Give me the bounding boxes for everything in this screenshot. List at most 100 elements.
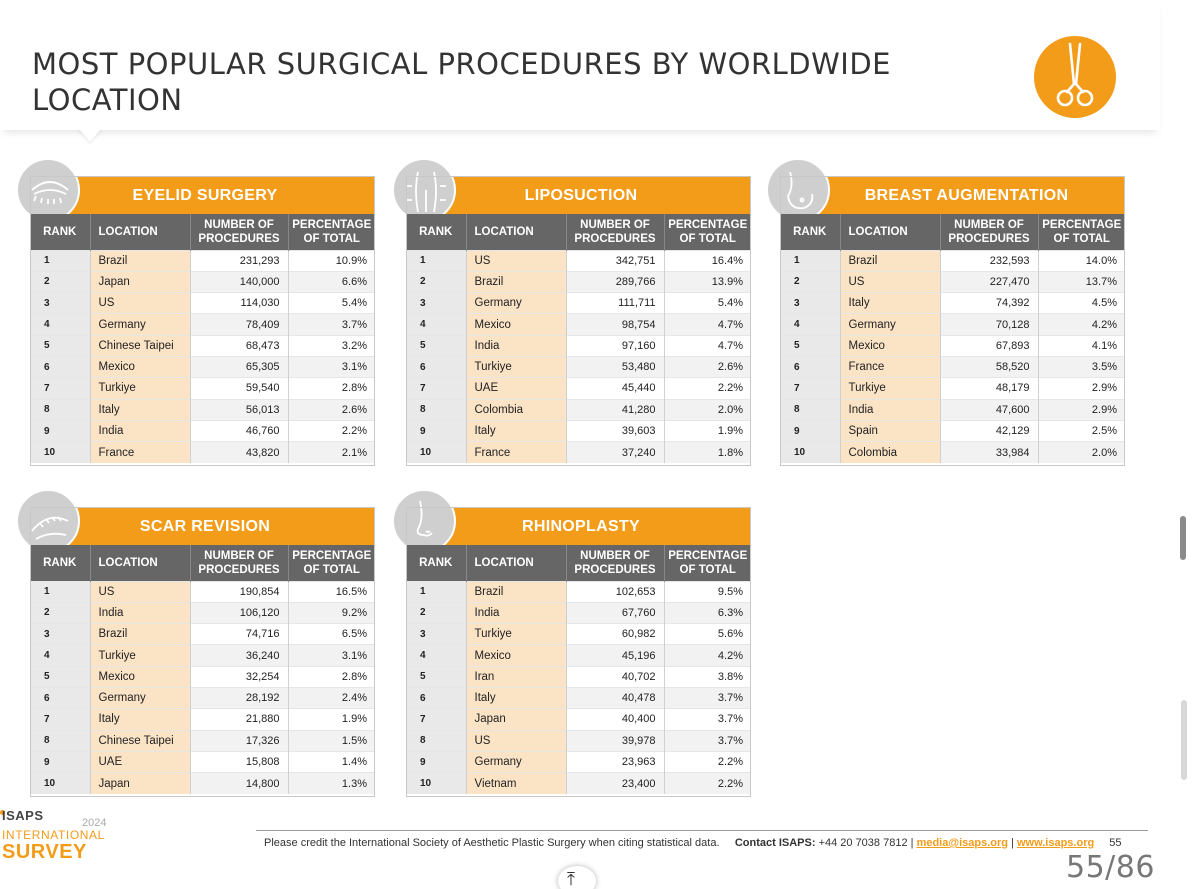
- table-row: 6 Italy 40,478 3.7%: [406, 686, 751, 709]
- scar-icon: [16, 489, 80, 553]
- location-cell: India: [840, 398, 941, 421]
- number-cell: 23,963: [566, 750, 665, 773]
- location-cell: Brazil: [90, 249, 191, 272]
- percentage-cell: 2.2%: [288, 419, 375, 442]
- percentage-cell: 4.7%: [664, 313, 751, 336]
- table-row: 2 US 227,470 13.7%: [780, 270, 1125, 293]
- location-cell: Turkiye: [90, 377, 191, 400]
- percentage-header: PERCENTAGE OF TOTAL: [288, 545, 375, 581]
- location-cell: Mexico: [90, 665, 191, 688]
- logo-survey: SURVEY: [2, 841, 87, 863]
- location-cell: Iran: [466, 665, 567, 688]
- rank-cell: 5: [406, 665, 467, 688]
- table-row: 8 US 39,978 3.7%: [406, 729, 751, 752]
- body-contour-icon: [392, 158, 456, 222]
- percentage-cell: 10.9%: [288, 249, 375, 272]
- percentage-cell: 16.4%: [664, 249, 751, 272]
- rank-header: RANK: [406, 214, 467, 250]
- location-cell: Japan: [466, 708, 567, 731]
- percentage-cell: 2.2%: [664, 750, 751, 773]
- table-row: 4 Mexico 98,754 4.7%: [406, 313, 751, 336]
- number-cell: 40,478: [566, 686, 665, 709]
- percentage-cell: 4.2%: [664, 644, 751, 667]
- number-header: NUMBER OF PROCEDURES: [566, 545, 665, 581]
- table-row: 7 UAE 45,440 2.2%: [406, 377, 751, 400]
- rank-header: RANK: [30, 214, 91, 250]
- percentage-cell: 2.6%: [664, 355, 751, 378]
- number-cell: 68,473: [190, 334, 289, 357]
- rank-cell: 3: [30, 292, 91, 314]
- rank-cell: 5: [30, 334, 91, 357]
- logo-year: 2024: [82, 817, 107, 829]
- breast-icon: [766, 158, 830, 222]
- location-cell: India: [466, 334, 567, 357]
- rank-cell: 9: [406, 419, 467, 442]
- rank-cell: 9: [30, 419, 91, 442]
- percentage-header: PERCENTAGE OF TOTAL: [664, 545, 751, 581]
- percentage-cell: 2.0%: [1038, 441, 1125, 463]
- percentage-cell: 2.9%: [1038, 377, 1125, 400]
- location-header: LOCATION: [466, 545, 567, 581]
- location-cell: India: [90, 419, 191, 442]
- scissors-icon: [1034, 36, 1116, 118]
- table-title: LIPOSUCTION: [406, 176, 751, 214]
- percentage-cell: 3.1%: [288, 644, 375, 667]
- rank-cell: 7: [406, 377, 467, 400]
- number-cell: 190,854: [190, 580, 289, 603]
- scrollbar-thumb[interactable]: [1180, 516, 1186, 560]
- location-cell: Turkiye: [840, 377, 941, 400]
- rank-cell: 2: [30, 601, 91, 624]
- table-row: 7 Turkiye 48,179 2.9%: [780, 377, 1125, 400]
- location-cell: Japan: [90, 270, 191, 293]
- table-title: SCAR REVISION: [30, 507, 375, 545]
- table-row: 6 Mexico 65,305 3.1%: [30, 355, 375, 378]
- rank-cell: 3: [30, 623, 91, 645]
- footer-website-link[interactable]: www.isaps.org: [1016, 837, 1095, 849]
- footer-email-link[interactable]: media@isaps.org: [916, 837, 1008, 849]
- location-cell: Brazil: [90, 623, 191, 645]
- rank-cell: 5: [406, 334, 467, 357]
- percentage-cell: 1.5%: [288, 729, 375, 752]
- nose-icon: [392, 489, 456, 553]
- footer-separator: |: [1011, 837, 1014, 849]
- number-cell: 37,240: [566, 441, 665, 463]
- location-cell: Japan: [90, 772, 191, 794]
- rank-cell: 2: [30, 270, 91, 293]
- table-row: 1 US 342,751 16.4%: [406, 249, 751, 272]
- table-row: 1 US 190,854 16.5%: [30, 580, 375, 603]
- table-row: 8 Colombia 41,280 2.0%: [406, 398, 751, 421]
- number-cell: 47,600: [940, 398, 1039, 421]
- table-row: 2 Japan 140,000 6.6%: [30, 270, 375, 293]
- table-row: 4 Turkiye 36,240 3.1%: [30, 644, 375, 667]
- number-cell: 45,196: [566, 644, 665, 667]
- isaps-survey-logo: ISAPS 2024 INTERNATIONAL SURVEY: [0, 800, 130, 880]
- location-cell: Brazil: [466, 580, 567, 603]
- table-row: 9 India 46,760 2.2%: [30, 419, 375, 442]
- rank-cell: 4: [406, 644, 467, 667]
- percentage-cell: 9.2%: [288, 601, 375, 624]
- table-row: 6 France 58,520 3.5%: [780, 355, 1125, 378]
- scroll-to-top-button[interactable]: ⤒: [558, 866, 596, 889]
- location-cell: US: [90, 292, 191, 314]
- percentage-cell: 4.7%: [664, 334, 751, 357]
- rank-cell: 9: [30, 750, 91, 773]
- number-cell: 15,808: [190, 750, 289, 773]
- table-row: 4 Germany 78,409 3.7%: [30, 313, 375, 336]
- location-header: LOCATION: [90, 214, 191, 250]
- table-row: 2 Brazil 289,766 13.9%: [406, 270, 751, 293]
- rank-cell: 7: [30, 377, 91, 400]
- location-header: LOCATION: [90, 545, 191, 581]
- number-cell: 48,179: [940, 377, 1039, 400]
- percentage-cell: 1.8%: [664, 441, 751, 463]
- rank-cell: 4: [30, 313, 91, 336]
- number-header: NUMBER OF PROCEDURES: [190, 545, 289, 581]
- rank-cell: 6: [30, 686, 91, 709]
- scrollbar-track[interactable]: [1181, 700, 1187, 780]
- number-cell: 74,716: [190, 623, 289, 645]
- number-cell: 74,392: [940, 292, 1039, 314]
- rank-cell: 10: [30, 772, 91, 794]
- number-cell: 70,128: [940, 313, 1039, 336]
- rank-cell: 5: [30, 665, 91, 688]
- table-row: 10 Vietnam 23,400 2.2%: [406, 772, 751, 794]
- rank-cell: 7: [30, 708, 91, 731]
